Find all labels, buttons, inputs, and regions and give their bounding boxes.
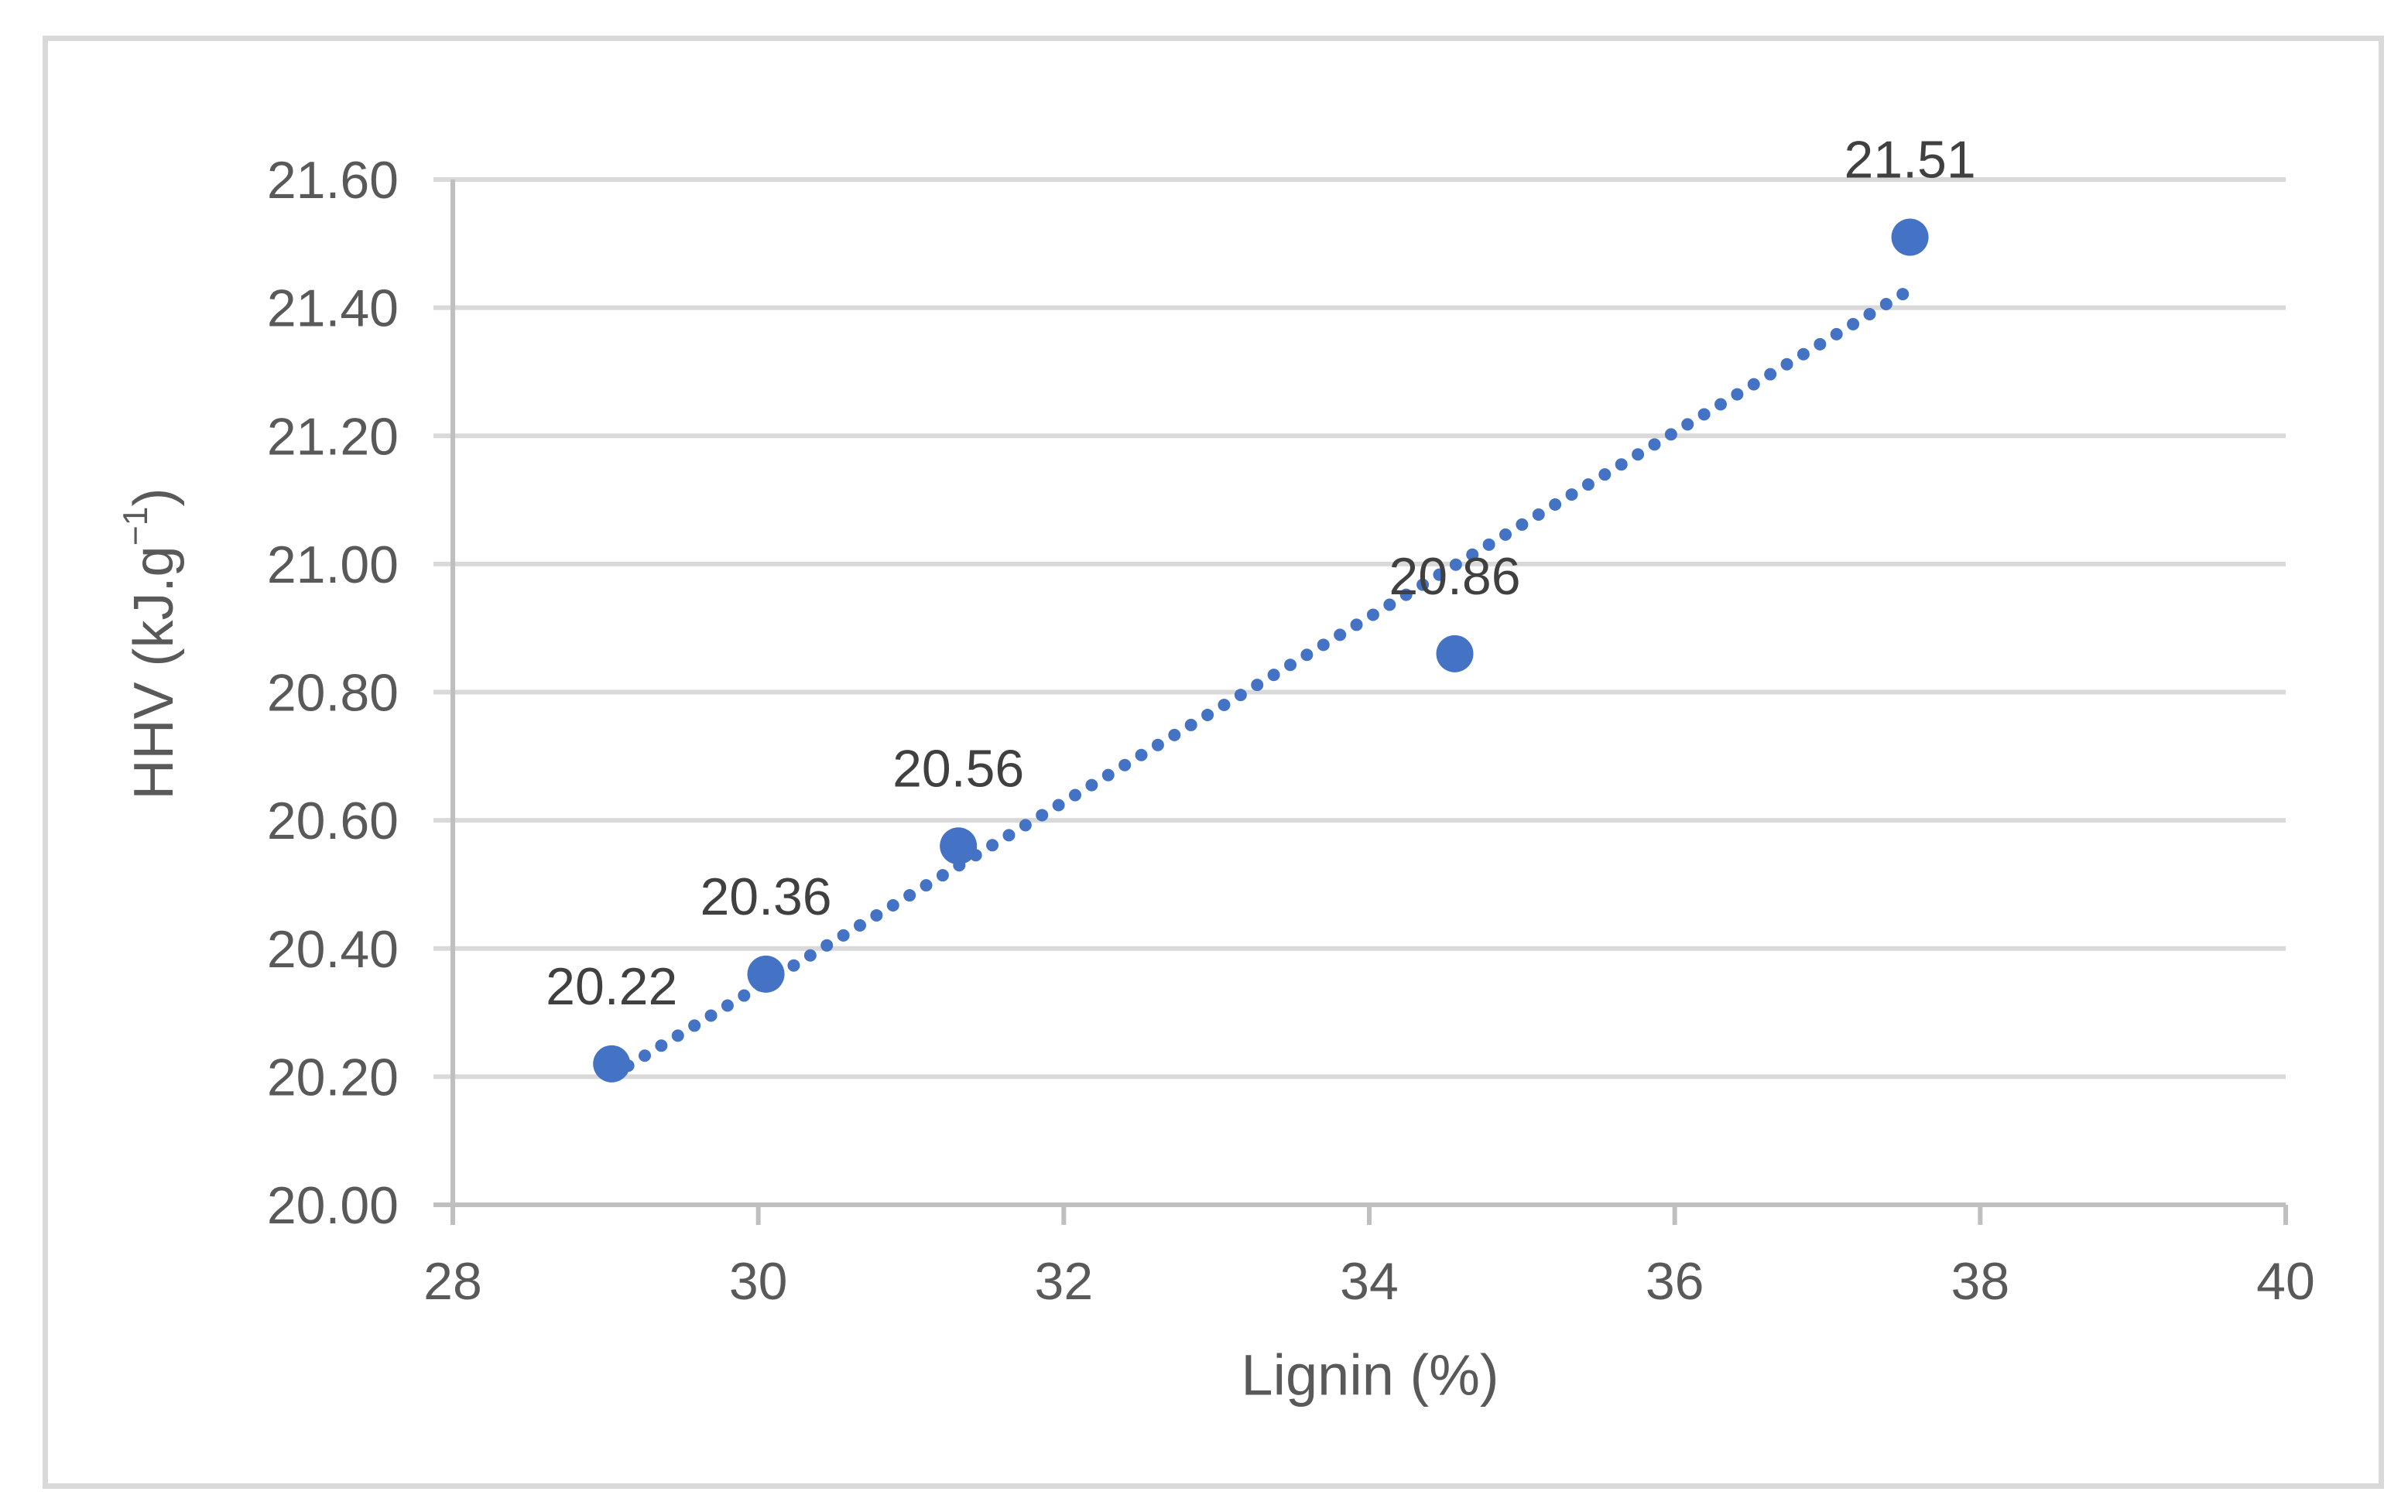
data-point bbox=[747, 955, 785, 993]
y-tick-label: 20.60 bbox=[267, 792, 399, 850]
chart-outer-border bbox=[43, 36, 2384, 1489]
x-tick-label: 36 bbox=[1646, 1252, 1704, 1311]
y-tick-label: 20.20 bbox=[267, 1048, 399, 1107]
y-tick-label: 21.20 bbox=[267, 407, 399, 466]
y-axis-title-text: HHV (kJ.g bbox=[123, 546, 185, 800]
data-point-label: 20.22 bbox=[546, 957, 677, 1016]
y-tick-label: 21.60 bbox=[267, 151, 399, 210]
y-tick-label: 21.40 bbox=[267, 279, 399, 338]
trendline bbox=[605, 283, 1916, 1083]
data-point-label: 20.86 bbox=[1389, 547, 1520, 606]
x-tick-label: 40 bbox=[2256, 1252, 2315, 1311]
data-point bbox=[1436, 635, 1474, 672]
x-tick-label: 28 bbox=[423, 1252, 482, 1311]
y-axis-title-superscript: −1 bbox=[116, 506, 155, 546]
x-tick-label: 38 bbox=[1951, 1252, 2010, 1311]
y-tick-label: 21.00 bbox=[267, 535, 399, 594]
data-point-label: 20.36 bbox=[700, 867, 831, 926]
y-tick-label: 20.00 bbox=[267, 1176, 399, 1235]
x-tick-label: 32 bbox=[1035, 1252, 1094, 1311]
x-tick-label: 30 bbox=[729, 1252, 788, 1311]
y-axis-title: HHV (kJ.g−1) bbox=[117, 487, 186, 800]
y-tick-label: 20.40 bbox=[267, 920, 399, 979]
x-tick-label: 34 bbox=[1340, 1252, 1399, 1311]
data-point-label: 21.51 bbox=[1844, 131, 1975, 190]
data-point bbox=[1891, 218, 1929, 256]
y-tick-label: 20.80 bbox=[267, 664, 399, 723]
y-axis-title-suffix: ) bbox=[123, 487, 185, 507]
data-point bbox=[593, 1045, 631, 1083]
data-point-label: 20.56 bbox=[892, 739, 1024, 798]
data-point bbox=[940, 827, 978, 865]
x-axis-title: Lignin (%) bbox=[1241, 1343, 1499, 1408]
